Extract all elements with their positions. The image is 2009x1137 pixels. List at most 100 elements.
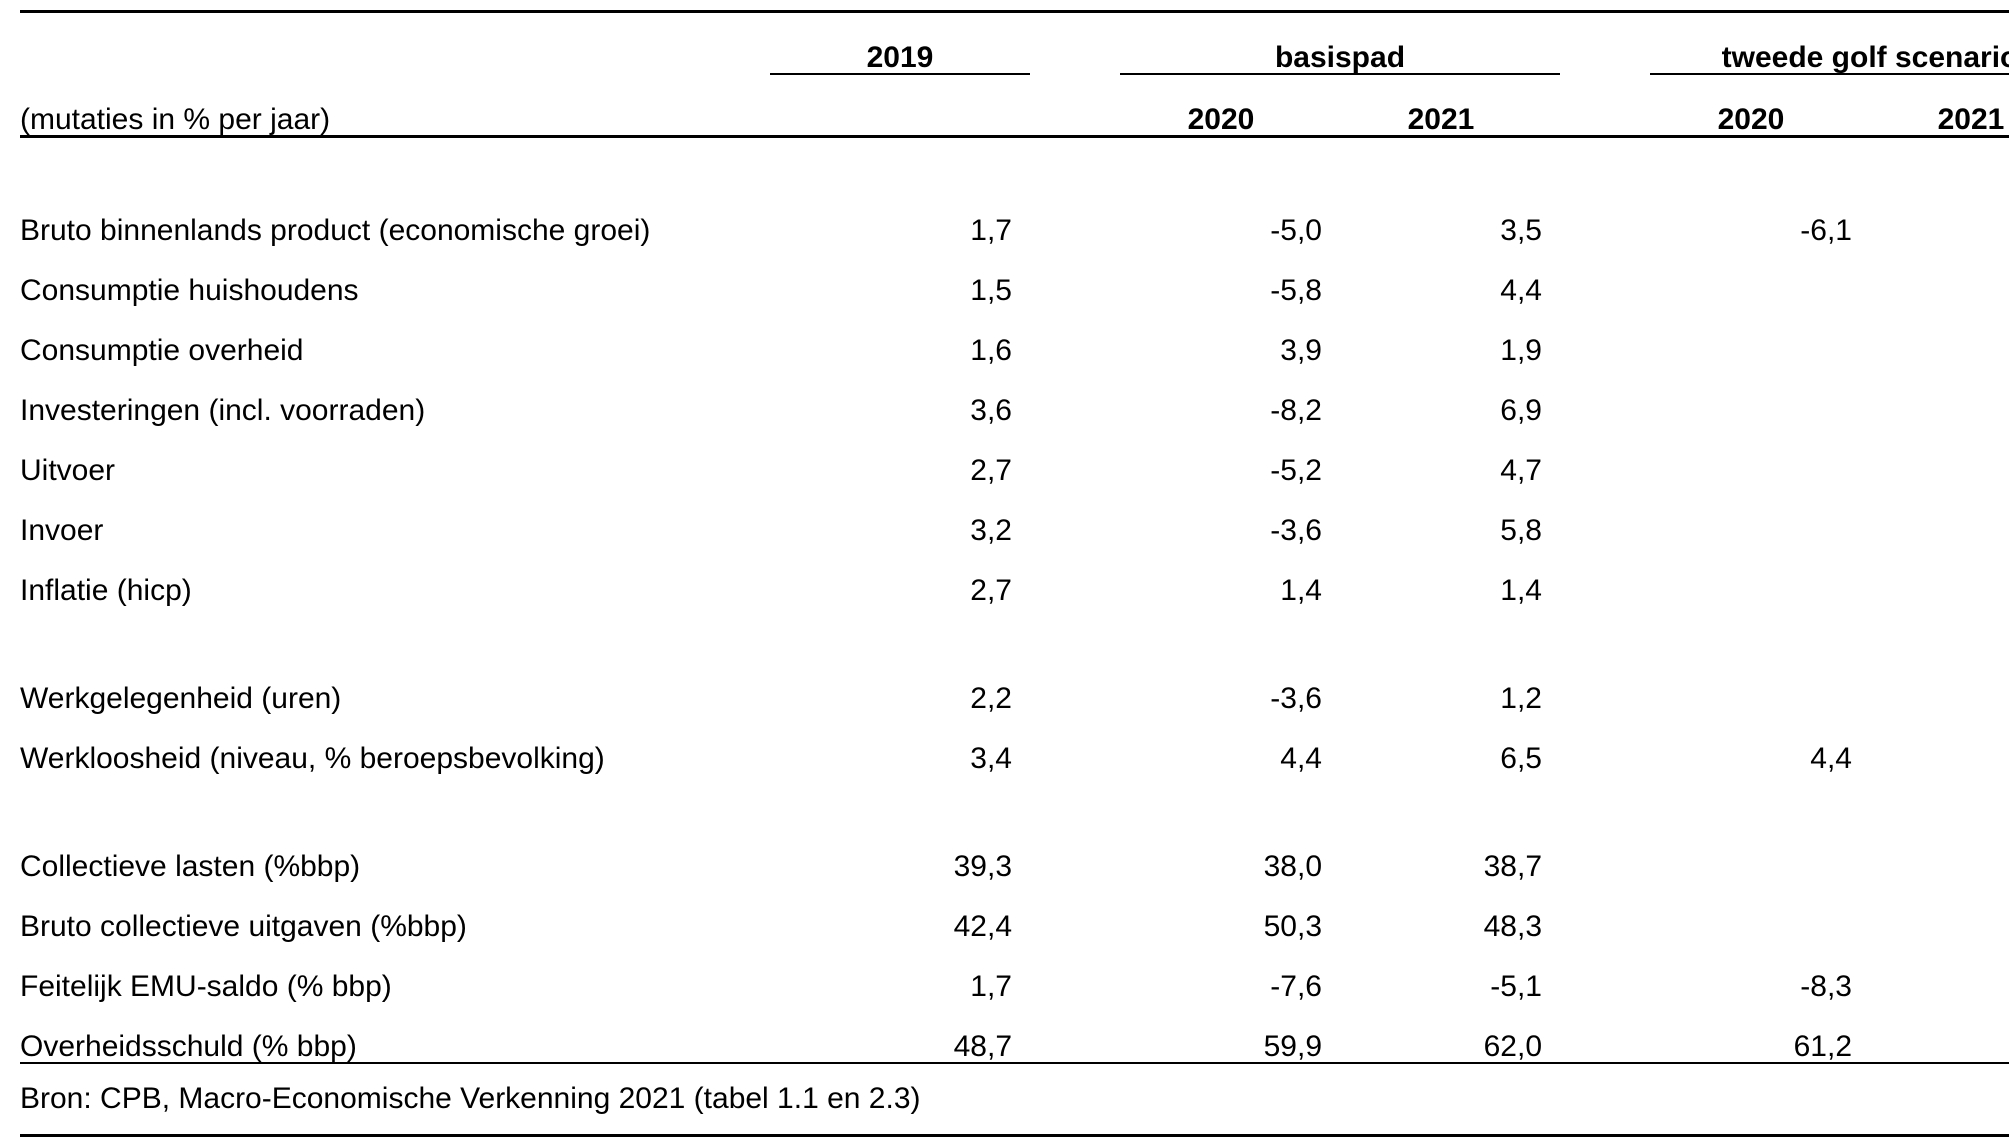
cell: [1870, 246, 2009, 306]
cell: 1,5: [770, 246, 1030, 306]
cell: [1650, 546, 1870, 606]
cell: 38,7: [1340, 822, 1560, 882]
table-row: Collectieve lasten (%bbp) 39,3 38,0 38,7: [20, 822, 2009, 882]
spacer-row: [20, 774, 2009, 822]
cell: 3,5: [1340, 186, 1560, 246]
row-label: Invoer: [20, 486, 770, 546]
subtitle: (mutaties in % per jaar): [20, 74, 770, 137]
cell: -3,6: [1120, 486, 1340, 546]
cell: 39,3: [770, 822, 1030, 882]
col-tweede-2020: 2020: [1650, 74, 1870, 137]
cell: [1650, 366, 1870, 426]
cell: [1650, 654, 1870, 714]
cell: [1650, 306, 1870, 366]
row-label: Collectieve lasten (%bbp): [20, 822, 770, 882]
cell: -3,6: [1120, 654, 1340, 714]
cell: [1650, 882, 1870, 942]
table-row: Consumptie huishoudens 1,5 -5,8 4,4: [20, 246, 2009, 306]
cell: 1,7: [770, 186, 1030, 246]
economic-table: 2019 basispad tweede golf scenario (muta…: [0, 0, 2009, 1137]
cell: 6,5: [1340, 714, 1560, 774]
row-label: Overheidsschuld (% bbp): [20, 1002, 770, 1063]
header-row-2: (mutaties in % per jaar) 2020 2021 2020 …: [20, 74, 2009, 137]
table-row: Inflatie (hicp) 2,7 1,4 1,4: [20, 546, 2009, 606]
cell: 4,7: [1340, 426, 1560, 486]
cell: -9,3: [1870, 942, 2009, 1002]
row-label: Bruto binnenlands product (economische g…: [20, 186, 770, 246]
cell: 59,9: [1120, 1002, 1340, 1063]
table-row: Werkloosheid (niveau, % beroepsbevolking…: [20, 714, 2009, 774]
table-row: Uitvoer 2,7 -5,2 4,7: [20, 426, 2009, 486]
cell: 1,4: [1120, 546, 1340, 606]
row-label: Werkloosheid (niveau, % beroepsbevolking…: [20, 714, 770, 774]
cell: 2,7: [770, 426, 1030, 486]
cell: 1,7: [770, 942, 1030, 1002]
row-label: Uitvoer: [20, 426, 770, 486]
cell: [1870, 306, 2009, 366]
cell: 4,4: [1120, 714, 1340, 774]
cell: -6,1: [1650, 186, 1870, 246]
table-row: Bruto collectieve uitgaven (%bbp) 42,4 5…: [20, 882, 2009, 942]
cell: 1,2: [1340, 654, 1560, 714]
cell: 5,8: [1340, 486, 1560, 546]
header-row-1: 2019 basispad tweede golf scenario: [20, 12, 2009, 75]
row-label: Feitelijk EMU-saldo (% bbp): [20, 942, 770, 1002]
cell: [1870, 654, 2009, 714]
cell: -7,6: [1120, 942, 1340, 1002]
cell: 2,7: [770, 546, 1030, 606]
source-text: Bron: CPB, Macro-Economische Verkenning …: [20, 1063, 2009, 1136]
cell: 1,6: [770, 306, 1030, 366]
cell: 72,1: [1870, 1002, 2009, 1063]
col-basispad-2021: 2021: [1340, 74, 1560, 137]
table-row: Feitelijk EMU-saldo (% bbp) 1,7 -7,6 -5,…: [20, 942, 2009, 1002]
cell: 8,5: [1870, 714, 2009, 774]
cell: [1650, 486, 1870, 546]
cell: [1870, 366, 2009, 426]
cell: -5,0: [1120, 186, 1340, 246]
cell: 1,9: [1340, 306, 1560, 366]
cell: 4,4: [1650, 714, 1870, 774]
cell: 3,2: [770, 486, 1030, 546]
col-tweede-golf-header: tweede golf scenario: [1650, 12, 2009, 75]
cell: [1650, 426, 1870, 486]
row-label: Werkgelegenheid (uren): [20, 654, 770, 714]
cell: 61,2: [1650, 1002, 1870, 1063]
cell: [1650, 822, 1870, 882]
spacer-row: [20, 137, 2009, 187]
cell: [1870, 822, 2009, 882]
row-label: Consumptie overheid: [20, 306, 770, 366]
cell: 3,9: [1120, 306, 1340, 366]
cell: -2,8: [1870, 186, 2009, 246]
cell: 6,9: [1340, 366, 1560, 426]
table: 2019 basispad tweede golf scenario (muta…: [20, 10, 2009, 1137]
cell: 1,4: [1340, 546, 1560, 606]
cell: -5,1: [1340, 942, 1560, 1002]
cell: -5,8: [1120, 246, 1340, 306]
cell: [1870, 426, 2009, 486]
table-row: Consumptie overheid 1,6 3,9 1,9: [20, 306, 2009, 366]
table-row: Werkgelegenheid (uren) 2,2 -3,6 1,2: [20, 654, 2009, 714]
cell: 3,6: [770, 366, 1030, 426]
row-label: Inflatie (hicp): [20, 546, 770, 606]
cell: 42,4: [770, 882, 1030, 942]
table-row: Invoer 3,2 -3,6 5,8: [20, 486, 2009, 546]
cell: [1650, 246, 1870, 306]
cell: -8,2: [1120, 366, 1340, 426]
cell: 38,0: [1120, 822, 1340, 882]
col-basispad-header: basispad: [1120, 12, 1560, 75]
row-label: Consumptie huishoudens: [20, 246, 770, 306]
col-tweede-2021: 2021: [1870, 74, 2009, 137]
cell: [1870, 882, 2009, 942]
cell: 2,2: [770, 654, 1030, 714]
table-row: Investeringen (incl. voorraden) 3,6 -8,2…: [20, 366, 2009, 426]
cell: -8,3: [1650, 942, 1870, 1002]
cell: [1870, 486, 2009, 546]
cell: 48,7: [770, 1002, 1030, 1063]
cell: 3,4: [770, 714, 1030, 774]
cell: -5,2: [1120, 426, 1340, 486]
source-row: Bron: CPB, Macro-Economische Verkenning …: [20, 1063, 2009, 1136]
cell: [1870, 546, 2009, 606]
row-label: Investeringen (incl. voorraden): [20, 366, 770, 426]
cell: 48,3: [1340, 882, 1560, 942]
table-row: Bruto binnenlands product (economische g…: [20, 186, 2009, 246]
